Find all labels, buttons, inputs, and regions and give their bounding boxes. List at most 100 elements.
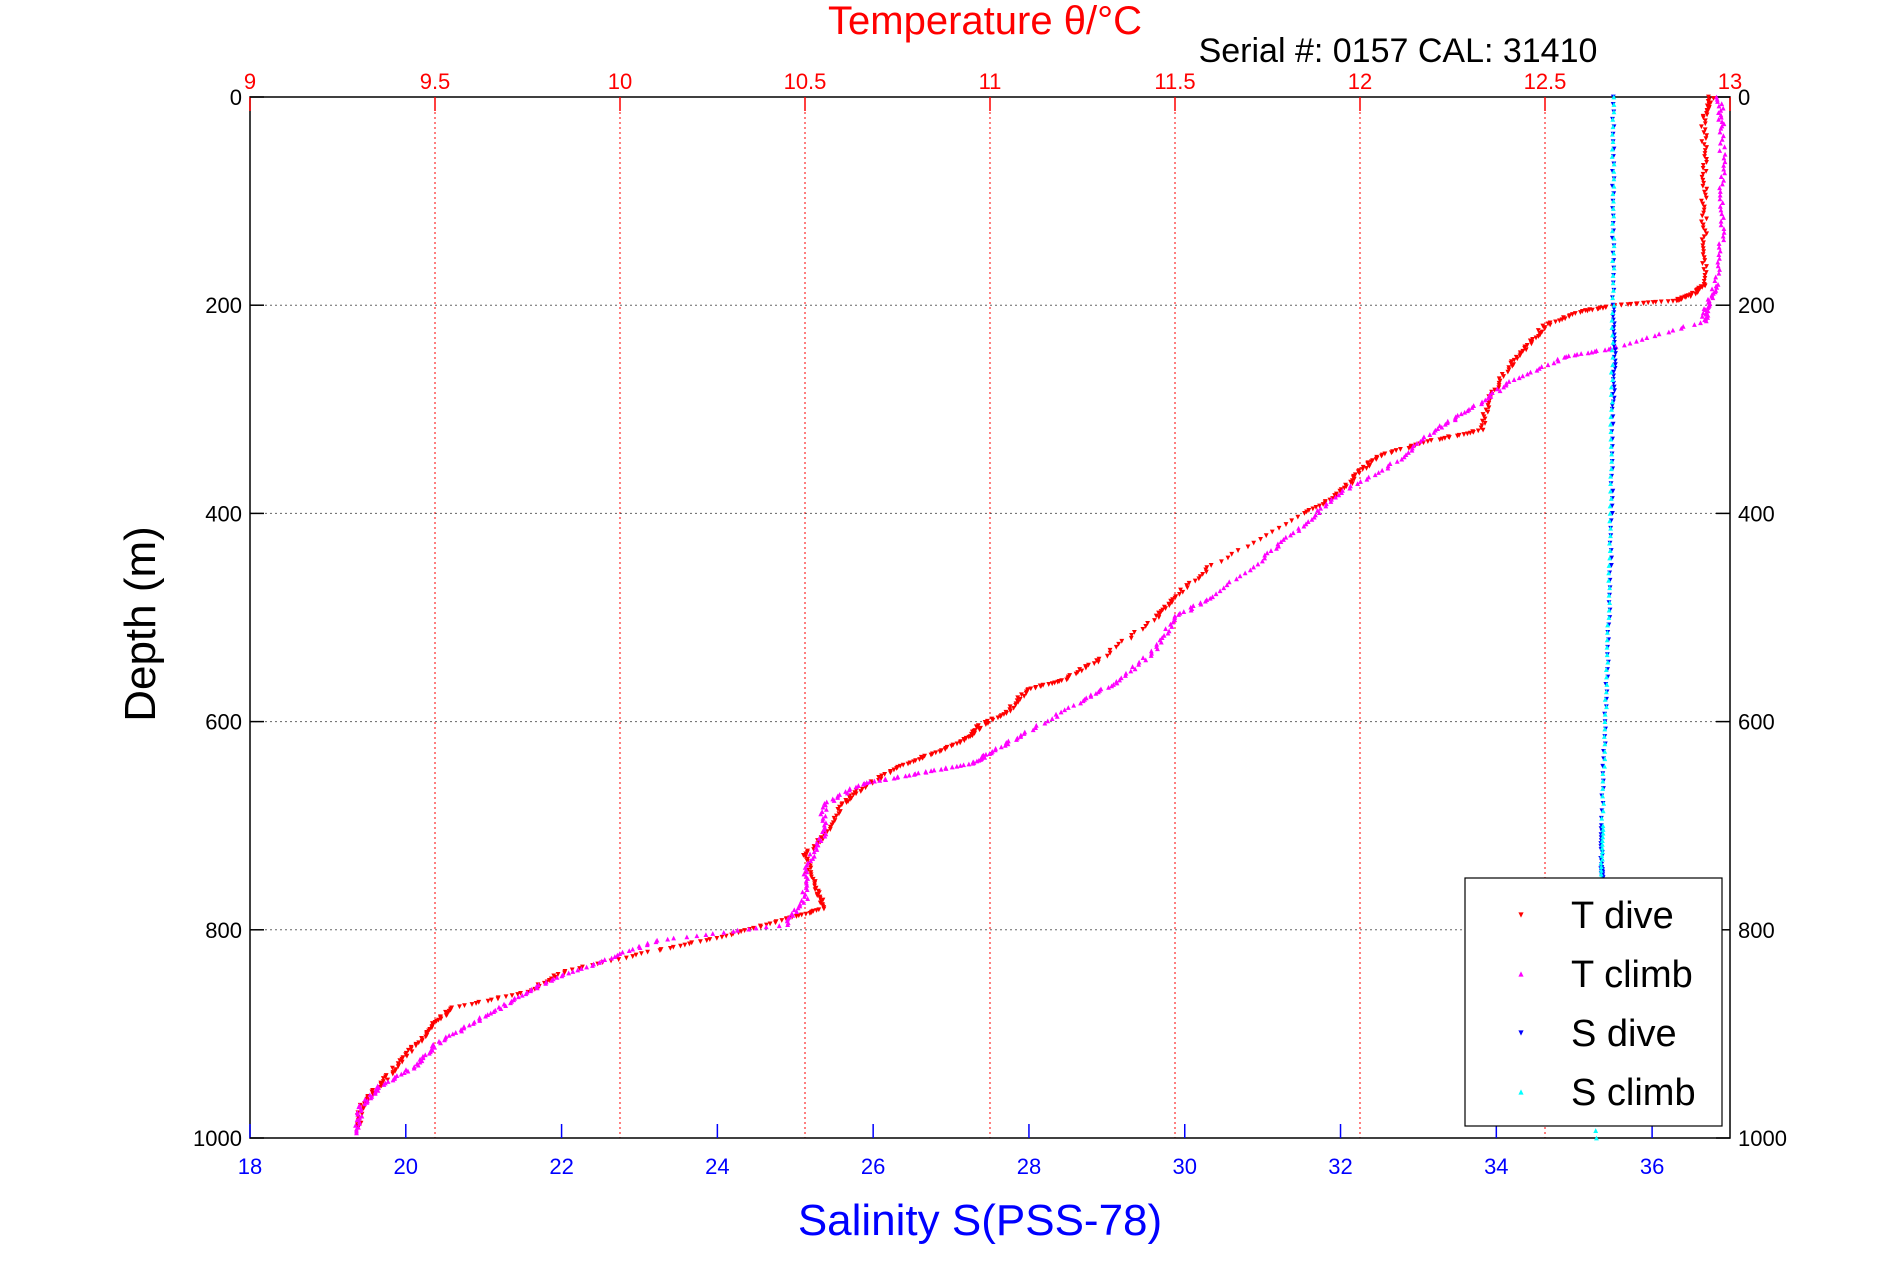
data-point bbox=[1611, 321, 1617, 327]
data-point bbox=[1712, 278, 1718, 284]
data-point bbox=[814, 847, 820, 852]
data-point bbox=[982, 754, 988, 760]
data-point bbox=[1116, 641, 1122, 647]
data-point bbox=[943, 766, 949, 771]
data-point bbox=[1703, 195, 1709, 201]
data-point bbox=[856, 783, 861, 788]
data-point bbox=[1088, 693, 1094, 699]
data-point bbox=[703, 932, 709, 938]
data-point bbox=[1703, 168, 1709, 174]
data-point bbox=[644, 942, 650, 948]
data-point bbox=[1611, 198, 1616, 204]
data-point bbox=[1608, 466, 1614, 472]
data-point bbox=[462, 1003, 467, 1009]
data-point bbox=[694, 933, 700, 939]
data-point bbox=[1700, 177, 1706, 183]
data-point bbox=[1666, 329, 1672, 335]
data-point bbox=[1701, 240, 1706, 246]
data-point bbox=[417, 1059, 423, 1065]
data-point bbox=[1702, 258, 1708, 263]
data-point bbox=[1656, 331, 1662, 337]
data-point bbox=[1454, 433, 1460, 439]
data-point bbox=[1704, 264, 1709, 269]
data-point bbox=[687, 941, 692, 947]
data-point bbox=[1328, 499, 1334, 504]
data-point bbox=[808, 865, 814, 871]
data-point bbox=[390, 1065, 395, 1071]
data-point bbox=[1304, 509, 1309, 515]
data-point bbox=[1320, 502, 1326, 507]
data-point bbox=[519, 992, 525, 998]
data-point bbox=[1480, 427, 1486, 433]
data-point bbox=[877, 777, 883, 783]
data-point bbox=[1719, 136, 1725, 142]
data-point bbox=[974, 725, 980, 730]
data-point bbox=[1347, 485, 1353, 491]
data-point bbox=[1389, 450, 1394, 456]
data-point bbox=[1633, 301, 1639, 307]
data-point bbox=[1255, 561, 1261, 567]
data-point bbox=[461, 1025, 467, 1031]
data-point bbox=[995, 715, 1001, 721]
data-point bbox=[1721, 121, 1727, 127]
data-point bbox=[1700, 201, 1706, 207]
data-point bbox=[1128, 668, 1134, 674]
data-point bbox=[1600, 793, 1606, 799]
data-point bbox=[1625, 302, 1631, 308]
data-point bbox=[1718, 174, 1724, 179]
data-point bbox=[1086, 662, 1091, 668]
data-point bbox=[1607, 600, 1613, 606]
data-point bbox=[1562, 354, 1567, 360]
data-point bbox=[1269, 529, 1275, 535]
data-point bbox=[1078, 700, 1083, 706]
data-point bbox=[1064, 677, 1070, 683]
data-point bbox=[362, 1101, 368, 1107]
data-point bbox=[1693, 291, 1699, 297]
data-point bbox=[1387, 461, 1393, 466]
data-point bbox=[863, 785, 868, 791]
data-point bbox=[1129, 632, 1134, 638]
legend-marker bbox=[1518, 1089, 1524, 1095]
data-point bbox=[562, 970, 567, 976]
data-point bbox=[1219, 559, 1224, 565]
data-point bbox=[1608, 525, 1614, 531]
data-point bbox=[1721, 163, 1727, 168]
data-point bbox=[1107, 647, 1113, 653]
data-point bbox=[1612, 347, 1618, 353]
data-point bbox=[804, 887, 810, 893]
data-point bbox=[1700, 165, 1706, 171]
data-point bbox=[555, 972, 561, 977]
data-point bbox=[1611, 325, 1617, 330]
data-point bbox=[1607, 548, 1613, 553]
data-point bbox=[1718, 207, 1724, 213]
data-point bbox=[1701, 142, 1707, 147]
data-point bbox=[637, 945, 643, 951]
data-point bbox=[1482, 416, 1488, 422]
data-point bbox=[719, 934, 725, 940]
data-point bbox=[1566, 314, 1572, 320]
data-point bbox=[1501, 384, 1507, 390]
legend-marker bbox=[1518, 912, 1524, 918]
data-point bbox=[1718, 112, 1724, 118]
data-point bbox=[392, 1068, 398, 1074]
data-point bbox=[1165, 630, 1171, 636]
data-point bbox=[1153, 613, 1159, 619]
data-point bbox=[776, 923, 782, 929]
data-point bbox=[1611, 265, 1617, 271]
data-point bbox=[1192, 578, 1198, 584]
data-point bbox=[1262, 555, 1268, 561]
data-point bbox=[1598, 871, 1604, 877]
data-point bbox=[1598, 864, 1604, 869]
data-point bbox=[1652, 333, 1658, 339]
data-point bbox=[1703, 270, 1709, 275]
data-point bbox=[1494, 386, 1500, 392]
data-point bbox=[1607, 518, 1613, 524]
data-point bbox=[795, 905, 801, 911]
data-point bbox=[1203, 598, 1208, 604]
data-point bbox=[1611, 373, 1616, 379]
data-point bbox=[508, 1000, 513, 1006]
data-point bbox=[1465, 431, 1470, 437]
data-point bbox=[1469, 405, 1475, 410]
data-point bbox=[1425, 439, 1431, 445]
data-point bbox=[1372, 472, 1378, 478]
